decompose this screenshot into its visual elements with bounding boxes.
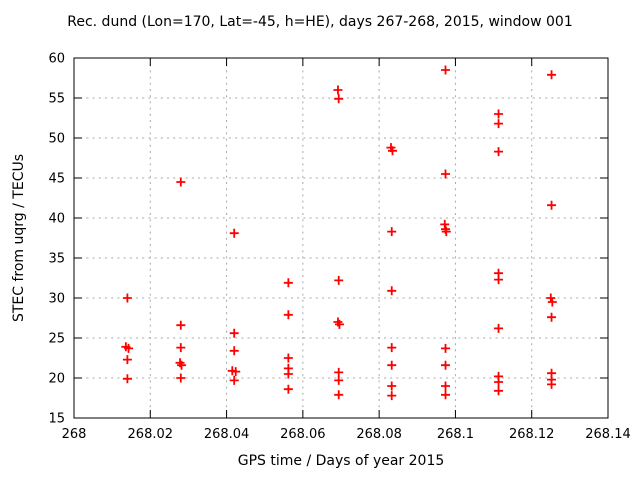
data-point-marker <box>176 343 186 353</box>
x-tick-label: 268.04 <box>204 427 250 442</box>
y-tick-label: 40 <box>48 212 65 227</box>
data-point-marker <box>334 275 344 285</box>
data-point-marker <box>387 360 397 370</box>
y-tick-label: 15 <box>48 412 65 427</box>
data-point-marker <box>334 367 344 377</box>
data-point-marker <box>229 375 239 385</box>
y-tick-label: 25 <box>48 332 65 347</box>
data-point-marker <box>547 297 557 307</box>
data-point-marker <box>333 85 343 95</box>
y-axis-label: STEC from uqrg / TECUs <box>11 153 27 323</box>
data-point-marker <box>441 169 451 179</box>
data-point-marker <box>177 360 187 370</box>
data-point-marker <box>229 328 239 338</box>
data-point-marker <box>283 278 293 288</box>
x-tick-label: 268.06 <box>280 427 326 442</box>
x-tick-label: 268.14 <box>585 427 631 442</box>
data-point-marker <box>387 343 397 353</box>
data-point-marker <box>283 369 293 379</box>
data-point-marker <box>334 390 344 400</box>
data-point-marker <box>124 343 134 353</box>
y-tick-label: 35 <box>48 252 65 267</box>
data-point-marker <box>494 275 504 285</box>
data-point-marker <box>229 346 239 356</box>
x-axis-label: GPS time / Days of year 2015 <box>237 453 445 469</box>
x-tick-label: 268 <box>62 427 87 442</box>
y-tick-label: 60 <box>48 52 65 67</box>
data-point-marker <box>441 65 451 75</box>
data-point-marker <box>283 353 293 363</box>
y-tick-label: 30 <box>48 292 65 307</box>
data-point-marker <box>122 355 132 365</box>
data-point-marker <box>283 310 293 320</box>
data-point-marker <box>334 319 344 329</box>
x-tick-label: 268.1 <box>437 427 474 442</box>
data-point-marker <box>176 320 186 330</box>
plot-border <box>73 57 609 419</box>
data-point-marker <box>176 177 186 187</box>
data-point-marker <box>387 286 397 296</box>
data-point-marker <box>122 293 132 303</box>
data-point-marker <box>547 379 557 389</box>
data-point-marker <box>122 374 132 384</box>
data-point-marker <box>441 390 451 400</box>
data-point-marker <box>441 381 451 391</box>
data-point-marker <box>494 147 504 157</box>
data-point-marker <box>494 323 504 333</box>
data-point-marker <box>547 70 557 80</box>
data-point-marker <box>283 384 293 394</box>
data-point-marker <box>229 228 239 238</box>
chart-title: Rec. dund (Lon=170, Lat=-45, h=HE), days… <box>67 14 573 30</box>
y-tick-label: 50 <box>48 132 65 147</box>
data-point-marker <box>441 360 451 370</box>
data-point-marker <box>387 381 397 391</box>
y-tick-label: 20 <box>48 372 65 387</box>
data-point-marker <box>387 146 397 156</box>
data-point-marker <box>494 377 504 387</box>
data-point-marker <box>494 109 504 119</box>
data-point-marker <box>231 367 241 377</box>
y-tick-label: 55 <box>48 92 65 107</box>
data-point-marker <box>546 293 556 303</box>
data-point-marker <box>494 119 504 129</box>
data-point-marker <box>387 391 397 401</box>
data-point-marker <box>176 373 186 383</box>
data-point-marker <box>334 375 344 385</box>
x-tick-label: 268.12 <box>509 427 555 442</box>
data-point-marker <box>547 200 557 210</box>
data-point-marker <box>334 94 344 104</box>
data-point-marker <box>494 386 504 396</box>
y-tick-label: 45 <box>48 172 65 187</box>
x-tick-label: 268.02 <box>128 427 174 442</box>
data-point-marker <box>441 227 451 237</box>
data-point-marker <box>547 312 557 322</box>
data-point-marker <box>387 227 397 237</box>
x-tick-label: 268.08 <box>356 427 402 442</box>
data-point-marker <box>441 343 451 353</box>
